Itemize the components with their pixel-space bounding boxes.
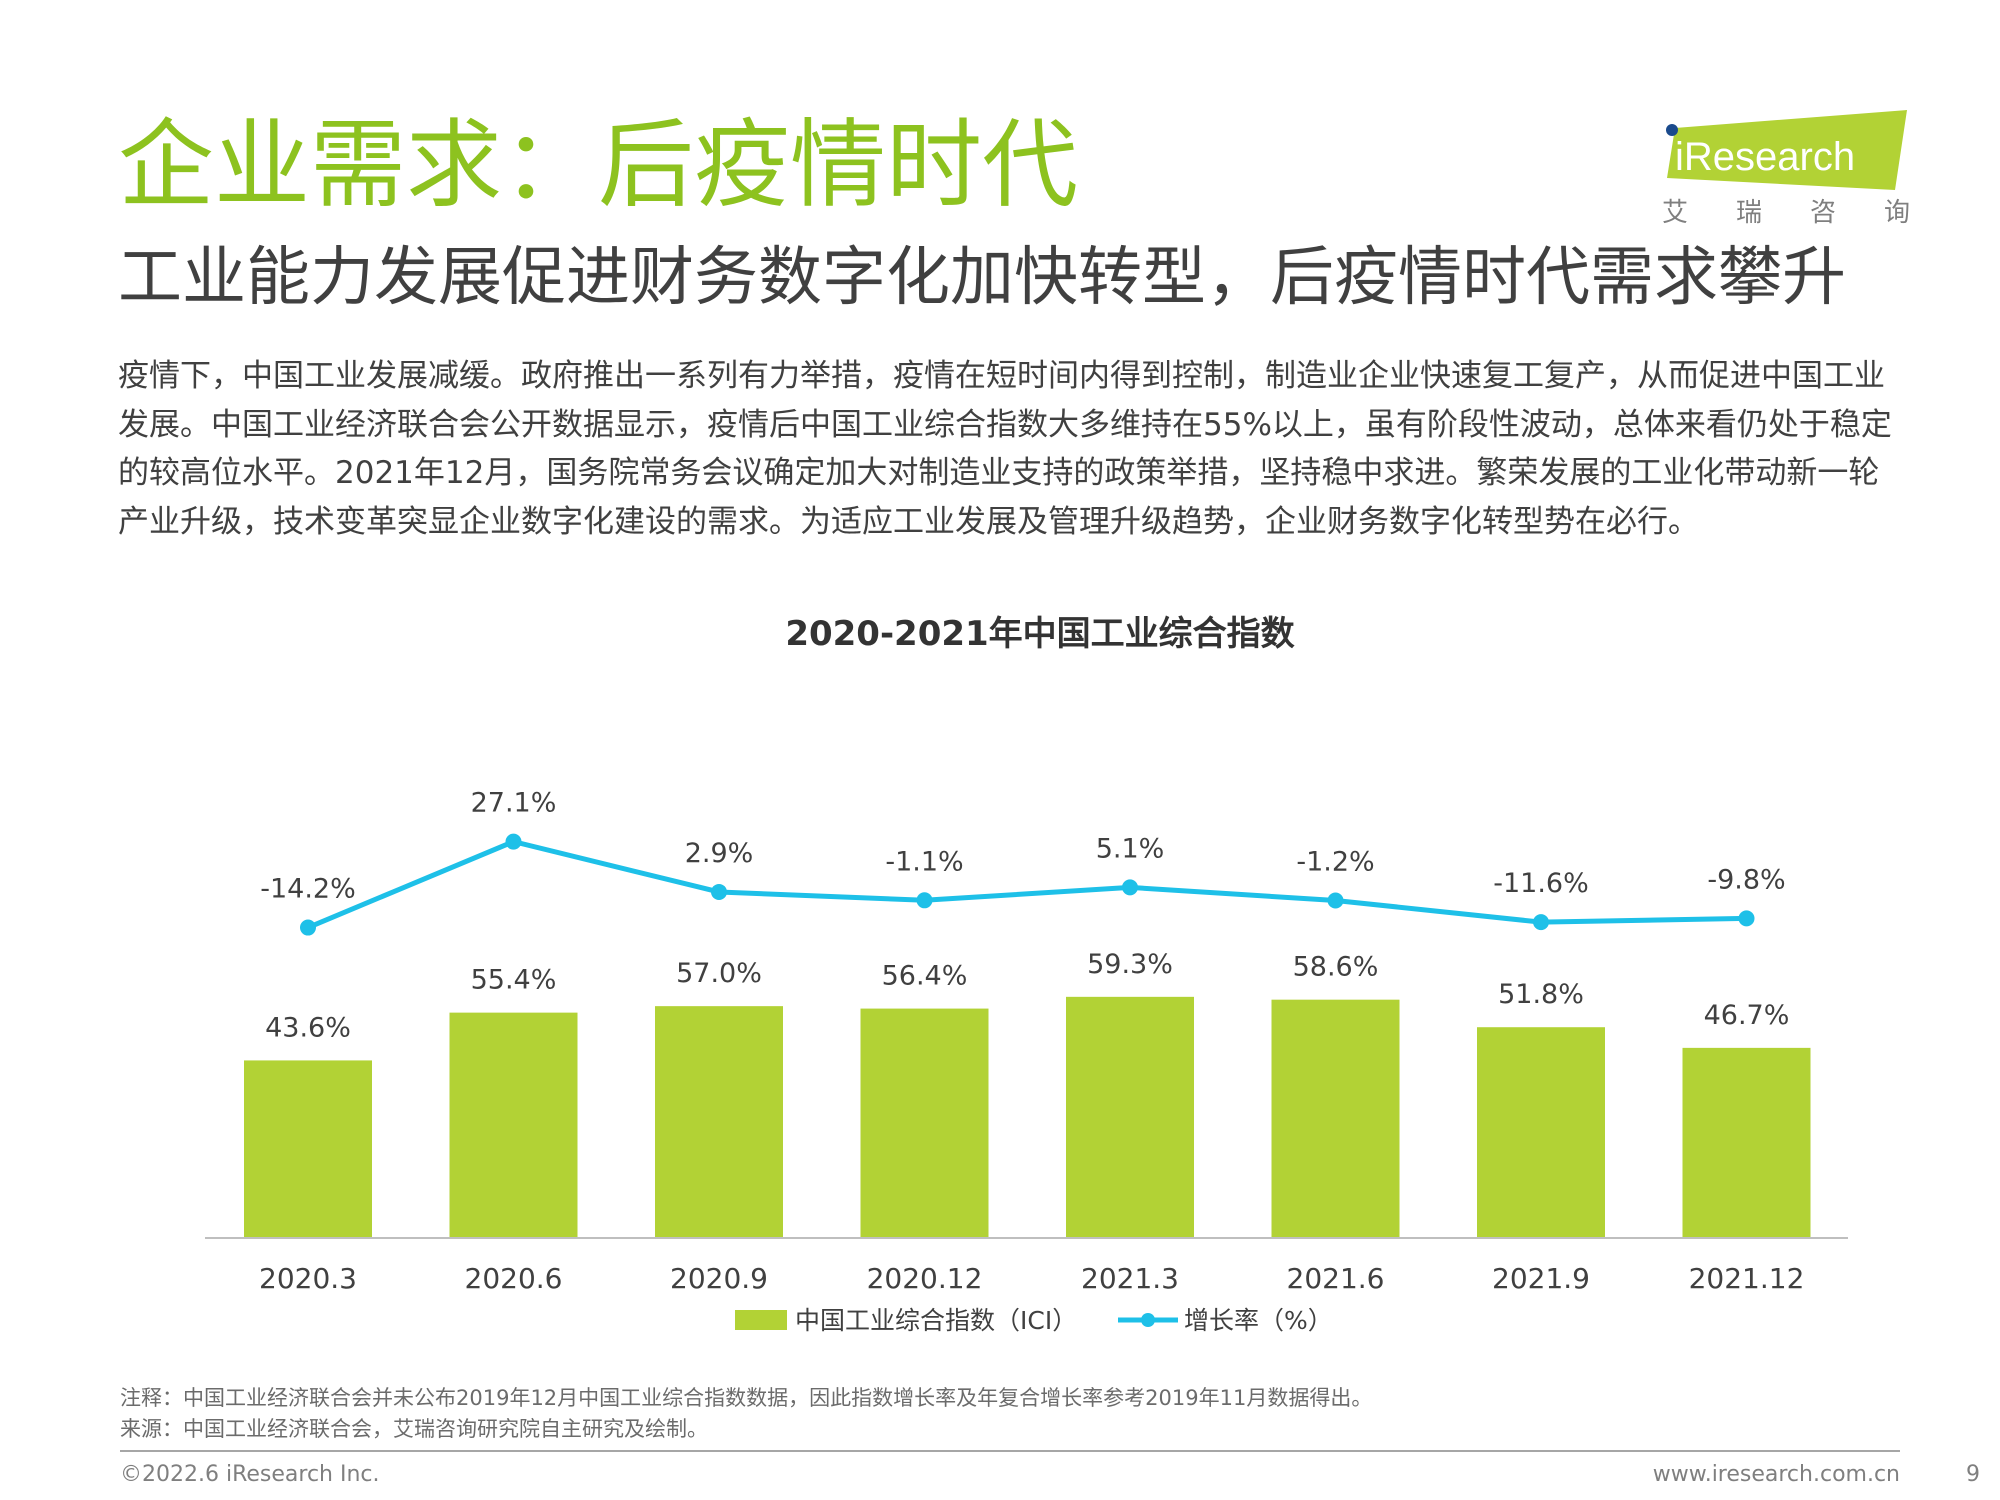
growth-value-label: -9.8% [1707, 864, 1785, 895]
footnotes: 注释：中国工业经济联合会并未公布2019年12月中国工业综合指数数据，因此指数增… [120, 1383, 1372, 1445]
growth-line-layer [300, 833, 1755, 936]
x-tick-label: 2020.6 [465, 1262, 563, 1295]
bar [1477, 1027, 1605, 1237]
logo-tagline-char: 咨 [1809, 198, 1836, 228]
body-paragraph: 疫情下，中国工业发展减缓。政府推出一系列有力举措，疫情在短时间内得到控制，制造业… [118, 358, 1892, 540]
logo-graphic: iResearch [1666, 110, 1907, 190]
bar-value-label: 51.8% [1498, 979, 1584, 1010]
page-subtitle: 工业能力发展促进财务数字化加快转型，后疫情时代需求攀升 [118, 241, 1846, 315]
note-text: 注释：中国工业经济联合会并未公布2019年12月中国工业综合指数数据，因此指数增… [120, 1386, 1373, 1410]
growth-value-label: 2.9% [685, 838, 754, 869]
growth-point [505, 833, 522, 850]
growth-point [1738, 910, 1755, 927]
page-number: 9 [1966, 1462, 1980, 1487]
page-title: 企业需求：后疫情时代 [118, 109, 1078, 221]
logo-dot-icon [1666, 124, 1678, 136]
x-tick-label: 2020.12 [867, 1262, 983, 1295]
logo-parallelogram [1667, 110, 1907, 190]
x-tick-label: 2021.6 [1287, 1262, 1385, 1295]
bar-value-label: 56.4% [882, 961, 968, 992]
logo-brand-text: iResearch [1675, 135, 1855, 179]
bar-value-label: 43.6% [265, 1012, 351, 1043]
growth-value-label: -11.6% [1493, 868, 1589, 899]
logo-tagline-char: 艾 [1662, 198, 1689, 228]
growth-point [300, 919, 316, 936]
growth-value-label: 27.1% [471, 788, 557, 819]
bar [1271, 999, 1400, 1237]
legend-swatch-dot [1141, 1313, 1155, 1327]
website-link[interactable]: www.iresearch.com.cn [1652, 1462, 1900, 1487]
bar [860, 1008, 989, 1237]
legend-label-ici: 中国工业综合指数（ICI） [795, 1306, 1077, 1335]
bar-value-label: 58.6% [1293, 952, 1379, 983]
growth-point [1327, 892, 1344, 909]
growth-line [307, 839, 1747, 930]
bar-value-label: 57.0% [676, 958, 762, 989]
bar-value-label: 46.7% [1704, 1000, 1790, 1031]
bar [655, 1006, 783, 1237]
bar [1066, 996, 1194, 1237]
legend-label-growth: 增长率（%） [1184, 1306, 1333, 1335]
bars-layer [244, 996, 1811, 1237]
logo-tagline-char: 询 [1883, 198, 1910, 228]
x-tick-label: 2020.3 [259, 1262, 357, 1295]
ici-chart: 2020-2021年中国工业综合指数 43.6% 2020.3 55.4% 2020.… [205, 614, 1848, 1335]
legend-swatch-bar [735, 1310, 787, 1330]
growth-value-label: -14.2% [260, 874, 356, 905]
iresearch-logo: iResearch [1655, 108, 1915, 228]
x-tick-label: 2021.12 [1689, 1262, 1805, 1295]
footer-divider [120, 1450, 1900, 1452]
growth-value-label: -1.1% [885, 846, 963, 877]
growth-point [916, 892, 933, 909]
chart-title: 2020-2021年中国工业综合指数 [785, 614, 1294, 654]
x-tick-label: 2020.9 [670, 1262, 768, 1295]
growth-value-label: 5.1% [1096, 833, 1165, 864]
logo-tagline-char: 瑞 [1735, 198, 1762, 228]
x-tick-label: 2021.3 [1081, 1262, 1179, 1295]
growth-point [711, 883, 727, 900]
growth-point [1122, 879, 1138, 896]
growth-value-label: -1.2% [1296, 846, 1374, 877]
copyright-text: ©2022.6 iResearch Inc. [120, 1462, 380, 1487]
bar [244, 1060, 372, 1237]
source-text: 来源：中国工业经济联合会，艾瑞咨询研究院自主研究及绘制。 [120, 1417, 708, 1441]
chart-legend: 中国工业综合指数（ICI） 增长率（%） [735, 1306, 1333, 1335]
labels-layer: 43.6% 2020.3 55.4% 2020.6 57.0% 2020.9 56.4% 20… [259, 788, 1804, 1295]
bar-value-label: 59.3% [1087, 949, 1173, 980]
bar [449, 1012, 578, 1237]
bar-value-label: 55.4% [471, 965, 557, 996]
bar [1682, 1047, 1811, 1237]
x-tick-label: 2021.9 [1492, 1262, 1590, 1295]
logo-tagline: 艾 瑞 咨 询 [1662, 192, 1910, 229]
growth-point [1533, 914, 1549, 931]
